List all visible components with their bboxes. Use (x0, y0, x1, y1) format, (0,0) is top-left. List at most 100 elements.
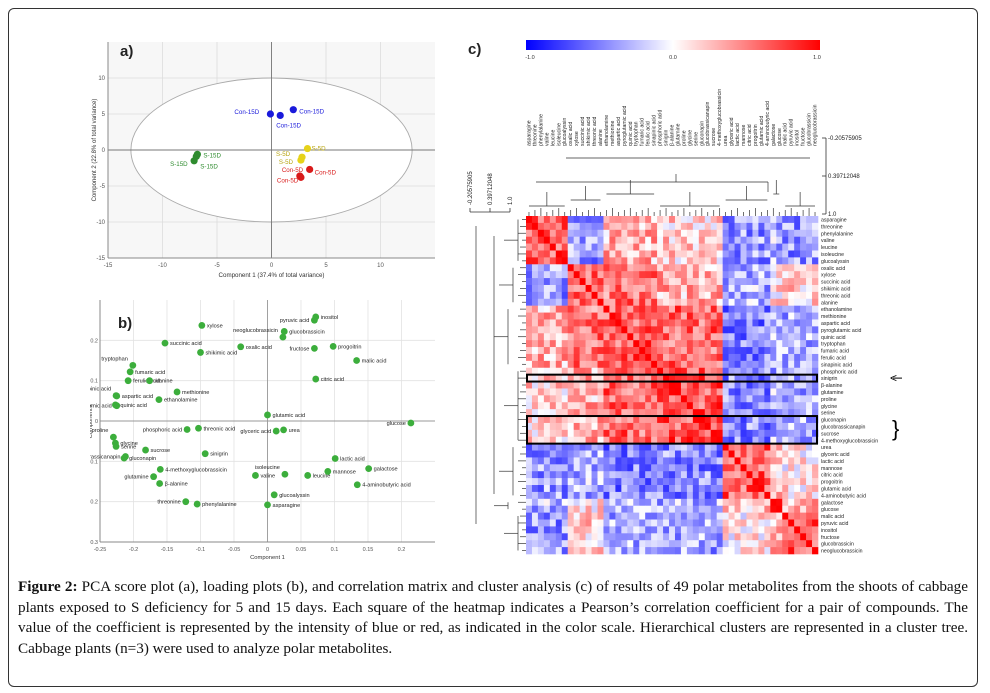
heatmap-cell (674, 257, 682, 265)
heatmap-cell (752, 485, 759, 493)
heatmap-cell (776, 547, 783, 555)
heatmap-cell (555, 312, 563, 320)
row-label: glucobrassicanapin (821, 424, 866, 430)
heatmap-cell (597, 367, 604, 375)
heatmap-cell (788, 291, 795, 300)
heatmap-cell (657, 436, 664, 444)
heatmap-cell (686, 519, 694, 527)
heatmap-cell (782, 353, 789, 362)
heatmap-cell (764, 485, 771, 493)
loading-point-label: aspartic acid (122, 394, 153, 400)
heatmap-cell (794, 450, 801, 458)
heatmap-cell (680, 450, 688, 458)
heatmap-cell (585, 416, 592, 424)
heatmap-cell (746, 471, 753, 479)
heatmap-cell (764, 271, 771, 279)
heatmap-cell (674, 512, 682, 520)
heatmap-cell (740, 257, 747, 265)
heatmap-cell (573, 264, 580, 272)
heatmap-cell (555, 367, 563, 375)
heatmap-cell (627, 222, 634, 231)
heatmap-cell (543, 464, 551, 472)
heatmap-cell (615, 457, 622, 465)
loading-point-label: malic acid (362, 359, 387, 365)
heatmap-cell (758, 381, 765, 389)
heatmap-cell (615, 340, 622, 348)
heatmap-cell (651, 222, 658, 231)
heatmap-cell (800, 271, 807, 279)
heatmap-cell (657, 257, 664, 265)
heatmap-cell (734, 319, 741, 327)
heatmap-cell (710, 222, 717, 231)
row-label: glutamine (821, 390, 844, 396)
heatmap-cell (663, 222, 670, 231)
heatmap-cell (663, 340, 670, 348)
loading-point (142, 446, 149, 454)
heatmap-cell (585, 305, 592, 313)
heatmap-cell (543, 388, 551, 396)
heatmap-cell (669, 547, 676, 555)
heatmap-cell (674, 471, 682, 479)
heatmap-cell (609, 505, 616, 513)
heatmap-cell (806, 498, 813, 507)
heatmap-cell (639, 436, 646, 444)
heatmap-cell (526, 284, 533, 293)
heatmap-cell (812, 381, 819, 389)
x-tick-label: 0.05 (296, 547, 307, 553)
heatmap-cell (573, 533, 580, 541)
heatmap-cell (740, 312, 747, 320)
heatmap-cell (800, 512, 807, 520)
heatmap-cell (740, 216, 747, 224)
heatmap-cell (585, 264, 592, 272)
heatmap-cell (704, 347, 712, 355)
loading-point-label: pyruvic acid (280, 318, 310, 324)
heatmap-cell (728, 478, 735, 486)
heatmap-cell (633, 305, 640, 313)
heatmap-cell (788, 250, 795, 258)
heatmap-cell (758, 464, 765, 472)
loading-point-label: gluconapin (129, 456, 156, 462)
heatmap-cell (531, 547, 539, 555)
heatmap-cell (561, 347, 569, 355)
heatmap-cell (710, 443, 717, 451)
heatmap-cell (591, 485, 598, 493)
heatmap-cell (812, 298, 819, 306)
heatmap-cell (758, 395, 765, 403)
heatmap-cell (812, 436, 819, 444)
heatmap-cell (764, 388, 771, 396)
heatmap-cell (651, 402, 658, 410)
heatmap-cell (651, 347, 658, 355)
heatmap-cell (531, 443, 539, 451)
loading-point (280, 426, 287, 434)
heatmap-cell (734, 505, 741, 513)
heatmap-cell (710, 250, 717, 258)
column-label: leucine (550, 129, 556, 146)
heatmap-cell (722, 333, 729, 341)
heatmap-cell (573, 443, 580, 451)
loading-point-label: phosphoric acid (143, 427, 182, 433)
heatmap-cell (579, 257, 586, 265)
heatmap-cell (633, 319, 640, 327)
heatmap-cell (657, 416, 664, 424)
heatmap-cell (561, 367, 569, 375)
loading-point-label: urea (289, 428, 301, 434)
heatmap-cell (686, 402, 694, 410)
heatmap-cell (585, 381, 592, 389)
heatmap-cell (788, 471, 795, 479)
heatmap-cell (740, 416, 747, 424)
heatmap-cell (579, 540, 586, 548)
figure-caption: Figure 2: PCA score plot (a), loading pl… (18, 577, 968, 659)
heatmap-cell (615, 533, 622, 541)
heatmap-cell (788, 236, 795, 244)
heatmap-cell (794, 402, 801, 410)
heatmap-cell (585, 291, 592, 300)
heatmap-cell (710, 388, 717, 396)
heatmap-cell (555, 471, 563, 479)
heatmap-cell (782, 422, 789, 431)
heatmap-cell (752, 464, 759, 472)
heatmap-cell (758, 326, 765, 334)
heatmap-cell (746, 229, 753, 237)
heatmap-cell (573, 347, 580, 355)
heatmap-cell (788, 498, 795, 507)
heatmap-cell (621, 498, 628, 507)
